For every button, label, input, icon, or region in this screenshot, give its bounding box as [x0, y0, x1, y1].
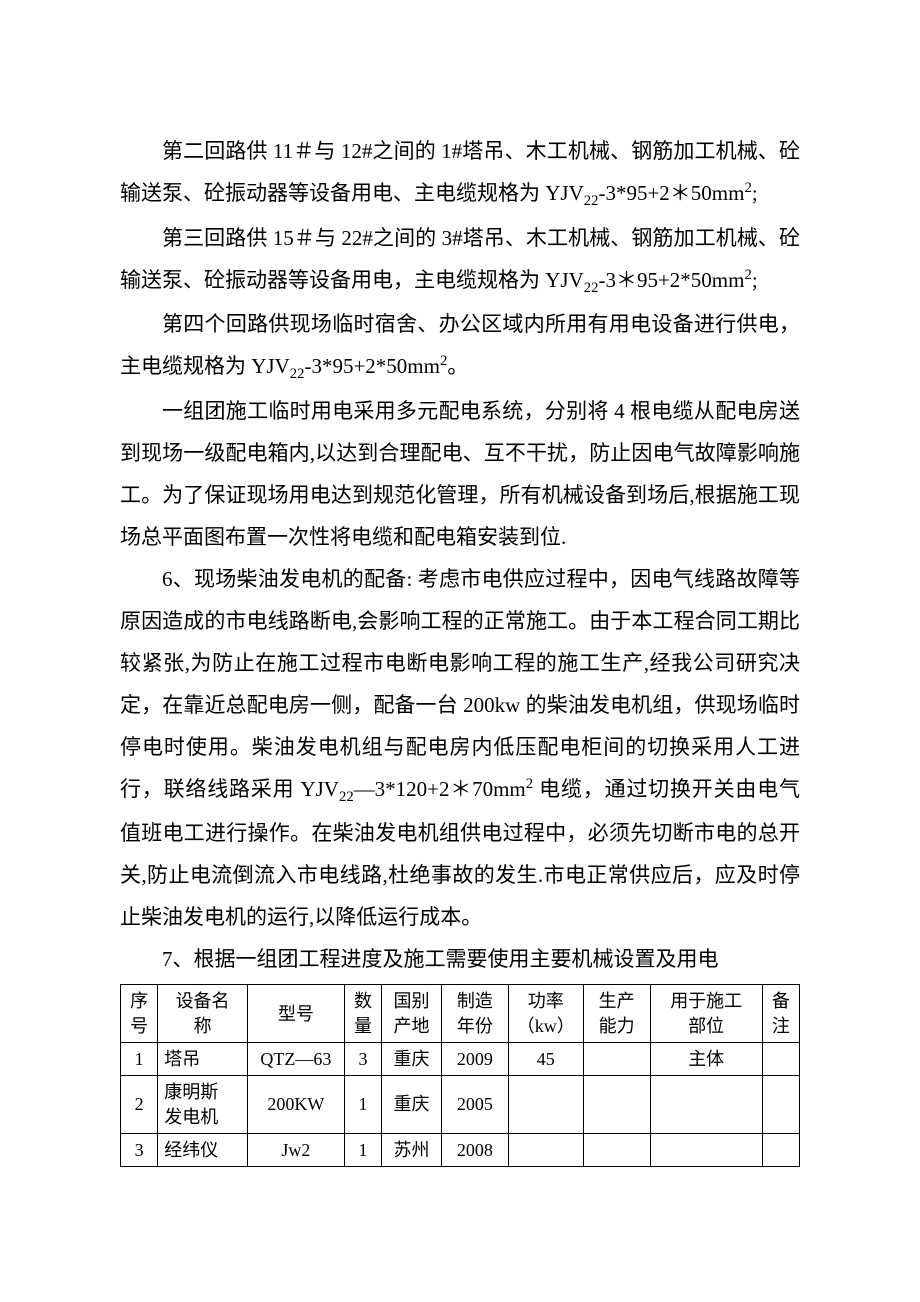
paragraph: 6、现场柴油发电机的配备: 考虑市电供应过程中，因电气线路故障等原因造成的市电线… — [120, 558, 800, 939]
table-cell: 塔吊 — [158, 1042, 248, 1075]
column-header: 生产能力 — [583, 985, 650, 1043]
table-row: 1塔吊QTZ—633重庆200945 主体 — [121, 1042, 800, 1075]
paragraph: 一组团施工临时用电采用多元配电系统，分别将 4 根电缆从配电房送到现场一级配电箱… — [120, 390, 800, 558]
table-cell: 重庆 — [382, 1042, 442, 1075]
table-cell — [762, 1076, 799, 1134]
paragraph: 7、根据一组团工程进度及施工需要使用主要机械设置及用电 — [120, 938, 800, 980]
column-header: 功率（kw） — [508, 985, 583, 1043]
table-cell: 苏州 — [382, 1133, 442, 1166]
table-cell — [508, 1133, 583, 1166]
table-cell — [762, 1042, 799, 1075]
table-cell — [650, 1133, 762, 1166]
table-cell — [508, 1076, 583, 1134]
column-header: 备注 — [762, 985, 799, 1043]
table-cell: QTZ—63 — [247, 1042, 344, 1075]
table-cell — [583, 1133, 650, 1166]
column-header: 型号 — [247, 985, 344, 1043]
column-header: 序号 — [121, 985, 158, 1043]
table-cell — [583, 1042, 650, 1075]
document-page: 第二回路供 11＃与 12#之间的 1#塔吊、木工机械、钢筋加工机械、砼输送泵、… — [0, 0, 920, 1267]
table-cell: 1 — [121, 1042, 158, 1075]
table-cell: 45 — [508, 1042, 583, 1075]
column-header: 数量 — [344, 985, 381, 1043]
table-cell: 3 — [344, 1042, 381, 1075]
table-cell: 3 — [121, 1133, 158, 1166]
table-cell: 主体 — [650, 1042, 762, 1075]
table-cell: 2009 — [441, 1042, 508, 1075]
table-row: 3经纬仪Jw21苏州2008 — [121, 1133, 800, 1166]
table-row: 2康明斯发电机200KW1重庆2005 — [121, 1076, 800, 1134]
table-cell: 200KW — [247, 1076, 344, 1134]
paragraph: 第四个回路供现场临时宿舍、办公区域内所用有用电设备进行供电，主电缆规格为 YJV… — [120, 303, 800, 390]
body-text: 第二回路供 11＃与 12#之间的 1#塔吊、木工机械、钢筋加工机械、砼输送泵、… — [120, 130, 800, 980]
table-header-row: 序号设备名称型号数量国别产地制造年份功率（kw）生产能力用于施工部位备注 — [121, 985, 800, 1043]
paragraph: 第二回路供 11＃与 12#之间的 1#塔吊、木工机械、钢筋加工机械、砼输送泵、… — [120, 130, 800, 217]
table-cell — [583, 1076, 650, 1134]
column-header: 设备名称 — [158, 985, 248, 1043]
table-cell: 重庆 — [382, 1076, 442, 1134]
column-header: 制造年份 — [441, 985, 508, 1043]
table-cell: 2008 — [441, 1133, 508, 1166]
table-cell: 经纬仪 — [158, 1133, 248, 1166]
column-header: 国别产地 — [382, 985, 442, 1043]
table-cell: Jw2 — [247, 1133, 344, 1166]
table-cell: 2 — [121, 1076, 158, 1134]
table-header: 序号设备名称型号数量国别产地制造年份功率（kw）生产能力用于施工部位备注 — [121, 985, 800, 1043]
table-cell: 1 — [344, 1076, 381, 1134]
table-cell — [650, 1076, 762, 1134]
table-body: 1塔吊QTZ—633重庆200945主体2康明斯发电机200KW1重庆20053… — [121, 1042, 800, 1166]
table-cell: 2005 — [441, 1076, 508, 1134]
column-header: 用于施工部位 — [650, 985, 762, 1043]
table-cell: 康明斯发电机 — [158, 1076, 248, 1134]
equipment-table: 序号设备名称型号数量国别产地制造年份功率（kw）生产能力用于施工部位备注 1塔吊… — [120, 984, 800, 1167]
table-cell — [762, 1133, 799, 1166]
paragraph: 第三回路供 15＃与 22#之间的 3#塔吊、木工机械、钢筋加工机械、砼输送泵、… — [120, 217, 800, 304]
table-cell: 1 — [344, 1133, 381, 1166]
